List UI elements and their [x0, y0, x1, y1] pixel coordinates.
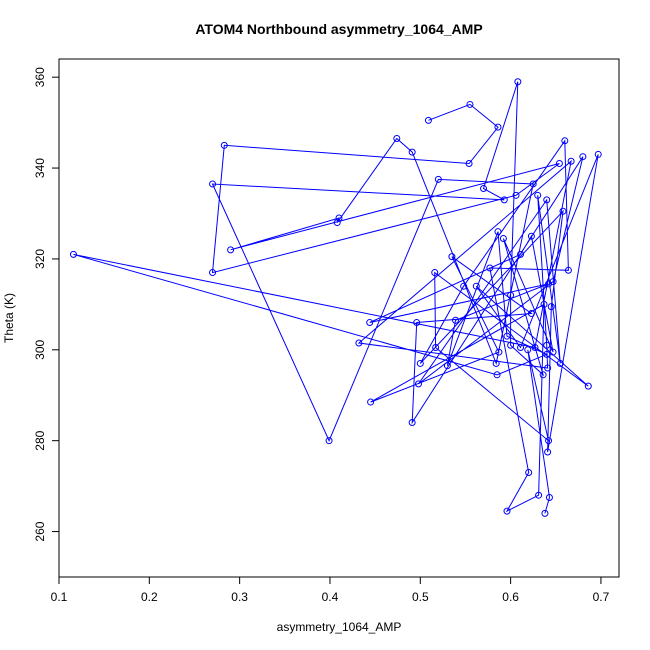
data-point [564, 266, 572, 274]
data-point [543, 350, 551, 358]
data-point [335, 214, 343, 222]
x-axis-label: asymmetry_1064_AMP [277, 620, 402, 634]
data-point [452, 316, 460, 324]
data-point [579, 153, 587, 161]
chart-title: ATOM4 Northbound asymmetry_1064_AMP [195, 21, 482, 37]
data-point [432, 344, 440, 352]
data-point [460, 282, 468, 290]
data-point [414, 380, 422, 388]
data-point [209, 269, 217, 277]
data-point [543, 341, 551, 349]
plot-frame [58, 58, 620, 578]
data-point [499, 234, 507, 242]
data-point [545, 493, 553, 501]
data-point [434, 175, 442, 183]
data-point [584, 382, 592, 390]
data-point [512, 191, 520, 199]
data-point [220, 141, 228, 149]
data-point [525, 468, 533, 476]
data-point [408, 419, 416, 427]
data-point [549, 348, 557, 356]
y-tick-label: 320 [33, 249, 47, 269]
data-point [534, 191, 542, 199]
data-point [466, 100, 474, 108]
data-point [494, 228, 502, 236]
data-point [539, 371, 547, 379]
data-point [500, 196, 508, 204]
data-point [549, 278, 557, 286]
data-point [529, 180, 537, 188]
data-point [366, 319, 374, 327]
data-point [561, 137, 569, 145]
data-point [69, 250, 77, 258]
data-point [367, 398, 375, 406]
data-point [556, 359, 564, 367]
data-point [527, 232, 535, 240]
data-point [544, 448, 552, 456]
y-tick-label: 300 [33, 339, 47, 359]
y-tick-label: 340 [33, 158, 47, 178]
data-point [535, 491, 543, 499]
data-point [465, 160, 473, 168]
data-point [543, 196, 551, 204]
data-point [594, 150, 602, 158]
data-point [493, 371, 501, 379]
data-point [393, 135, 401, 143]
data-point [540, 300, 548, 308]
data-point [209, 180, 217, 188]
data-point [492, 359, 500, 367]
y-tick-label: 280 [33, 430, 47, 450]
data-point [544, 364, 552, 372]
x-axis: 0.1 0.2 0.3 0.4 0.5 0.6 0.7 [51, 576, 610, 604]
data-point [494, 123, 502, 131]
data-point [227, 246, 235, 254]
data-point [480, 185, 488, 192]
data-point [541, 509, 549, 517]
data-point [355, 339, 363, 347]
x-tick-label: 0.5 [412, 590, 429, 604]
data-point [567, 157, 575, 165]
y-tick-label: 260 [33, 521, 47, 541]
data-point [507, 291, 515, 299]
series-line [73, 81, 599, 514]
data-point [555, 160, 563, 168]
data-point [448, 253, 456, 261]
data-point [408, 148, 416, 156]
y-axis-label: Theta (K) [2, 293, 16, 343]
data-point [527, 309, 535, 317]
data-point [333, 219, 341, 227]
data-point [325, 437, 333, 445]
data-point [443, 362, 451, 370]
data-point [486, 264, 494, 272]
data-point [503, 507, 511, 515]
data-point [495, 348, 503, 356]
y-axis: 260 280 300 320 340 360 [33, 67, 60, 542]
data-point [514, 78, 522, 86]
x-tick-label: 0.3 [231, 590, 248, 604]
x-tick-label: 0.4 [322, 590, 339, 604]
x-tick-label: 0.1 [51, 590, 68, 604]
data-point [431, 269, 439, 277]
data-point [517, 344, 525, 352]
data-point [517, 250, 525, 258]
data-point [503, 332, 511, 340]
data-point [416, 359, 424, 367]
x-tick-label: 0.2 [141, 590, 158, 604]
data-point [472, 282, 480, 290]
y-tick-label: 360 [33, 67, 47, 87]
data-point [524, 346, 532, 354]
data-point [507, 341, 515, 349]
x-tick-label: 0.6 [502, 590, 519, 604]
series-layer [69, 78, 602, 517]
data-point [531, 344, 539, 352]
data-point [559, 207, 567, 215]
data-point [545, 437, 553, 445]
data-point [424, 116, 432, 124]
data-point [547, 303, 555, 311]
x-tick-label: 0.7 [593, 590, 610, 604]
data-point [413, 319, 421, 327]
